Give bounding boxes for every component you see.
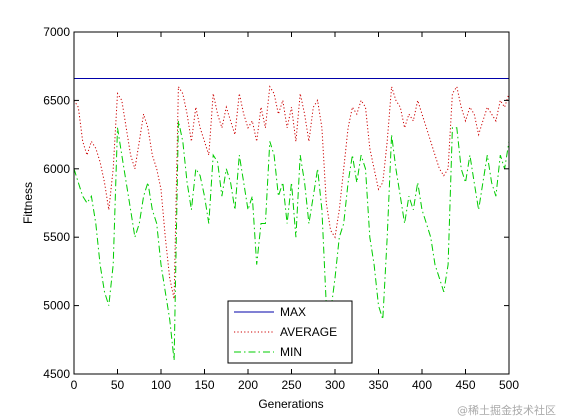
x-axis-label: Generations [258, 397, 323, 411]
series-line-min [73, 120, 510, 361]
legend: MAX AVERAGE MIN [227, 300, 353, 364]
series-line-average [73, 85, 510, 299]
legend-label-max: MAX [280, 305, 306, 319]
x-tick-label: 450 [455, 378, 475, 392]
x-tick-label: 300 [325, 378, 345, 392]
x-tick-label: 250 [281, 378, 301, 392]
ticks-layer: 0 50 100 150 200 250 300 350 400 450 500 4500 5000 55… [43, 25, 519, 392]
y-tick-label: 5000 [43, 299, 70, 313]
legend-label-average: AVERAGE [280, 325, 337, 339]
y-tick-label: 5500 [43, 230, 70, 244]
x-tick-label: 350 [368, 378, 388, 392]
x-tick-label: 200 [238, 378, 258, 392]
legend-label-min: MIN [280, 345, 302, 359]
watermark: @稀土掘金技术社区 [457, 403, 556, 417]
x-tick-label: 50 [111, 378, 125, 392]
y-tick-label: 6500 [43, 93, 70, 107]
y-tick-label: 4500 [43, 367, 70, 381]
x-tick-label: 500 [499, 378, 519, 392]
x-tick-label: 100 [151, 378, 171, 392]
y-tick-label: 7000 [43, 25, 70, 39]
series-layer [73, 78, 510, 361]
y-axis-label: Fittness [21, 182, 35, 224]
x-tick-label: 0 [71, 378, 78, 392]
y-tick-label: 6000 [43, 162, 70, 176]
x-tick-label: 400 [412, 378, 432, 392]
x-tick-label: 150 [194, 378, 214, 392]
